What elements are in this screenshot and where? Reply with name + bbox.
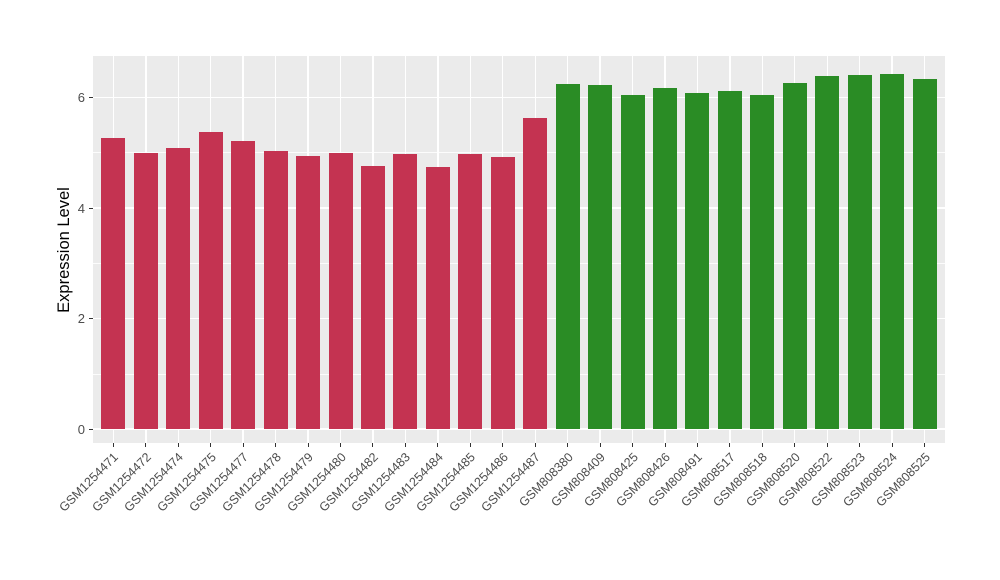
x-tick-mark-GSM808425 bbox=[632, 443, 634, 447]
x-tick-mark-GSM808523 bbox=[859, 443, 861, 447]
x-tick-mark-GSM808426 bbox=[664, 443, 666, 447]
gridline-minor-y-5 bbox=[93, 152, 945, 154]
bar-GSM808426 bbox=[653, 87, 678, 430]
x-tick-mark-GSM1254471 bbox=[112, 443, 114, 447]
bar-GSM808525 bbox=[912, 79, 937, 430]
x-tick-mark-GSM1254477 bbox=[242, 443, 244, 447]
bar-GSM808523 bbox=[847, 75, 872, 430]
gridline-major-y-4 bbox=[93, 207, 945, 209]
x-tick-mark-GSM1254485 bbox=[469, 443, 471, 447]
x-tick-mark-GSM1254472 bbox=[145, 443, 147, 447]
bar-GSM1254474 bbox=[166, 148, 191, 430]
bar-GSM1254477 bbox=[231, 141, 256, 430]
y-tick-mark-4 bbox=[89, 207, 93, 209]
x-tick-mark-GSM808522 bbox=[826, 443, 828, 447]
x-tick-mark-GSM808520 bbox=[794, 443, 796, 447]
gridline-major-y-2 bbox=[93, 317, 945, 320]
bar-GSM808491 bbox=[685, 93, 710, 430]
y-tick-label-0: 0 bbox=[77, 421, 85, 437]
x-tick-mark-GSM1254487 bbox=[534, 443, 536, 447]
gridline-minor-y-3 bbox=[93, 262, 945, 264]
x-tick-mark-GSM1254484 bbox=[437, 443, 439, 447]
bar-GSM1254486 bbox=[490, 157, 515, 430]
bar-GSM1254480 bbox=[328, 152, 353, 430]
x-tick-mark-GSM1254479 bbox=[307, 443, 309, 447]
x-tick-mark-GSM808491 bbox=[696, 443, 698, 447]
y-tick-label-2: 2 bbox=[77, 311, 85, 327]
x-tick-mark-GSM808380 bbox=[567, 443, 569, 447]
y-tick-label-6: 6 bbox=[77, 89, 85, 105]
y-tick-mark-0 bbox=[89, 428, 93, 430]
x-tick-mark-GSM808517 bbox=[729, 443, 731, 447]
x-tick-mark-GSM1254480 bbox=[340, 443, 342, 447]
x-tick-mark-GSM1254483 bbox=[404, 443, 406, 447]
y-tick-label-4: 4 bbox=[77, 200, 85, 216]
x-tick-mark-GSM808525 bbox=[924, 443, 926, 447]
gridline-major-y-6 bbox=[93, 96, 945, 99]
y-tick-mark-2 bbox=[89, 318, 93, 320]
bar-GSM808425 bbox=[620, 95, 645, 430]
x-tick-mark-GSM1254478 bbox=[275, 443, 277, 447]
x-tick-mark-GSM1254482 bbox=[372, 443, 374, 447]
x-tick-mark-GSM1254474 bbox=[177, 443, 179, 447]
bar-GSM1254485 bbox=[458, 153, 483, 430]
x-tick-mark-GSM808409 bbox=[599, 443, 601, 447]
bar-GSM808520 bbox=[782, 82, 807, 430]
bar-GSM1254482 bbox=[360, 166, 385, 430]
y-tick-mark-6 bbox=[89, 96, 93, 98]
bar-GSM1254484 bbox=[425, 167, 450, 430]
bar-GSM1254472 bbox=[133, 153, 158, 430]
gridline-major-y-0 bbox=[93, 428, 945, 430]
bar-GSM1254479 bbox=[296, 155, 321, 430]
bar-GSM808524 bbox=[880, 73, 905, 430]
bar-GSM808518 bbox=[750, 94, 775, 430]
gridline-minor-y-1 bbox=[93, 373, 945, 375]
x-tick-mark-GSM808518 bbox=[761, 443, 763, 447]
x-tick-mark-GSM808524 bbox=[891, 443, 893, 447]
bar-GSM808517 bbox=[717, 90, 742, 430]
bar-GSM1254478 bbox=[263, 151, 288, 430]
x-tick-mark-GSM1254475 bbox=[210, 443, 212, 447]
bar-GSM808380 bbox=[555, 83, 580, 430]
bar-GSM808409 bbox=[588, 84, 613, 430]
y-axis-title: Expression Level bbox=[55, 186, 73, 313]
bar-GSM1254487 bbox=[523, 118, 548, 430]
bar-GSM1254471 bbox=[101, 137, 126, 430]
bar-GSM1254475 bbox=[198, 131, 223, 430]
chart-panel bbox=[93, 56, 945, 443]
x-tick-mark-GSM1254486 bbox=[502, 443, 504, 447]
bar-GSM1254483 bbox=[393, 153, 418, 430]
bar-GSM808522 bbox=[815, 76, 840, 430]
